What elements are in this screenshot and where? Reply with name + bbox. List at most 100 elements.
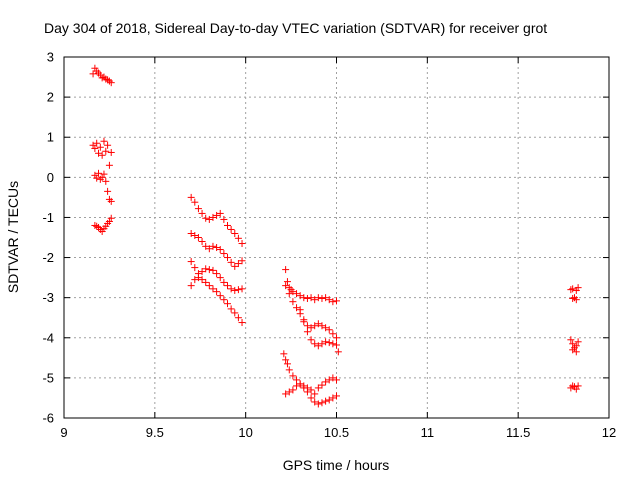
data-point <box>209 266 217 274</box>
x-axis-label: GPS time / hours <box>283 457 390 473</box>
data-point <box>293 376 301 384</box>
data-point <box>205 266 213 274</box>
data-point <box>318 340 326 348</box>
data-point <box>318 294 326 302</box>
data-point <box>107 148 115 156</box>
x-tick-label: 10 <box>238 425 252 440</box>
data-point <box>307 386 315 394</box>
data-point <box>198 209 206 217</box>
data-point <box>311 322 319 330</box>
data-point <box>93 139 101 147</box>
data-point <box>322 294 330 302</box>
data-point <box>220 296 228 304</box>
data-point <box>89 141 97 149</box>
data-point <box>105 77 113 85</box>
data-point <box>329 298 337 306</box>
data-point <box>282 266 290 274</box>
data-point <box>318 381 326 389</box>
data-point <box>234 286 242 294</box>
data-point <box>191 276 199 284</box>
data-point <box>311 340 319 348</box>
data-point <box>209 285 217 293</box>
data-point <box>104 187 112 195</box>
data-point <box>574 284 582 292</box>
data-point <box>296 380 304 388</box>
data-point <box>303 294 311 302</box>
data-point <box>325 326 333 334</box>
data-point <box>220 278 228 286</box>
y-tick-label: -2 <box>42 250 54 265</box>
data-point <box>224 300 231 308</box>
data-point <box>238 257 246 265</box>
data-point <box>574 338 582 346</box>
data-point <box>333 376 340 384</box>
data-point <box>334 348 342 356</box>
data-point <box>572 385 580 393</box>
data-point <box>329 394 337 402</box>
data-point <box>102 75 110 83</box>
y-tick-label: -3 <box>42 290 54 305</box>
data-point <box>91 144 99 152</box>
y-tick-label: 2 <box>47 90 54 105</box>
data-point <box>95 169 103 177</box>
data-point <box>98 173 106 181</box>
x-tick-label: 9.5 <box>146 425 164 440</box>
data-point <box>333 392 340 400</box>
data-point <box>234 260 242 268</box>
data-point <box>227 285 235 293</box>
data-point <box>102 147 110 155</box>
data-point <box>187 258 195 266</box>
data-point <box>220 215 228 223</box>
data-point <box>282 282 290 290</box>
data-point <box>567 336 575 344</box>
data-point <box>300 384 308 392</box>
data-point <box>213 288 221 296</box>
data-point <box>216 246 224 254</box>
data-point <box>307 394 315 402</box>
x-tick-label: 10.5 <box>324 425 349 440</box>
data-point <box>325 376 333 384</box>
chart-title: Day 304 of 2018, Sidereal Day-to-day VTE… <box>44 20 547 36</box>
data-point <box>238 285 246 293</box>
data-point <box>234 234 242 242</box>
data-point <box>191 264 199 272</box>
data-point <box>322 397 330 405</box>
data-point <box>104 76 112 84</box>
data-point <box>104 141 112 149</box>
data-point <box>285 388 293 396</box>
data-point <box>311 398 319 406</box>
data-point <box>216 292 224 300</box>
data-point <box>198 238 206 246</box>
data-point <box>93 174 101 182</box>
y-tick-label: -5 <box>42 370 54 385</box>
data-point <box>329 330 337 338</box>
x-tick-label: 11.5 <box>506 425 530 440</box>
data-point <box>105 161 113 169</box>
data-point <box>333 341 340 349</box>
data-point <box>314 342 322 350</box>
data-point <box>209 242 217 250</box>
y-tick-label: -6 <box>42 411 54 426</box>
data-point <box>198 276 206 284</box>
y-tick-label: -4 <box>42 330 54 345</box>
data-point <box>105 217 113 225</box>
data-point <box>93 222 101 230</box>
data-point <box>322 378 330 386</box>
data-point <box>194 205 202 213</box>
x-tick-label: 11 <box>421 425 435 440</box>
data-point <box>227 258 235 266</box>
data-point <box>205 215 213 223</box>
data-point <box>572 296 580 304</box>
data-point <box>307 324 315 332</box>
data-point <box>282 390 290 398</box>
data-points <box>89 64 582 408</box>
data-point <box>289 288 297 296</box>
data-point <box>569 340 577 348</box>
data-point <box>311 296 319 304</box>
data-point <box>296 306 304 314</box>
x-tick-label: 12 <box>602 425 616 440</box>
data-point <box>198 268 206 276</box>
data-point <box>569 346 577 354</box>
data-point <box>283 278 291 286</box>
